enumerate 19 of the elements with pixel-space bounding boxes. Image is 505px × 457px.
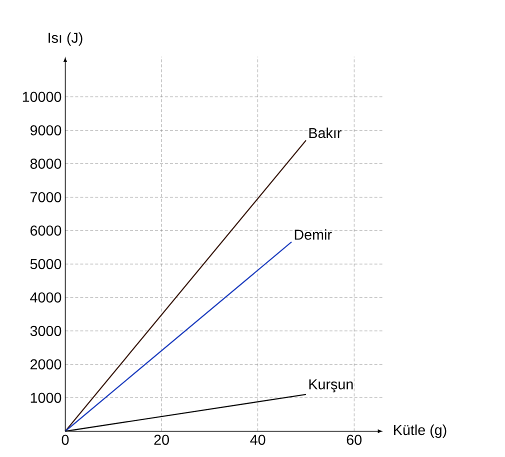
x-tick-label: 40 (250, 434, 266, 446)
y-axis-title: Isı (J) (48, 32, 82, 46)
y-tick-label: 6000 (30, 226, 62, 236)
y-tick-label: 1000 (30, 392, 62, 403)
y-tick-label: 5000 (30, 259, 62, 270)
series-label: Bakır (309, 128, 342, 138)
x-tick-label: 60 (346, 434, 362, 446)
y-tick-label: 7000 (30, 192, 62, 202)
y-tick-label: 2000 (30, 359, 62, 370)
x-axis-title: Kütle (g) (394, 424, 446, 438)
y-tick-label: 8000 (30, 158, 62, 169)
x-tick-label: 20 (154, 434, 169, 446)
y-tick-label: 10000 (22, 92, 62, 102)
y-tick-label: 9000 (30, 125, 62, 136)
y-tick-label: 4000 (30, 292, 62, 303)
series-label: Demir (294, 229, 332, 240)
y-tick-label: 3000 (30, 326, 62, 336)
series-label: Kurşun (309, 379, 353, 392)
x-tick-label: 0 (62, 434, 69, 446)
